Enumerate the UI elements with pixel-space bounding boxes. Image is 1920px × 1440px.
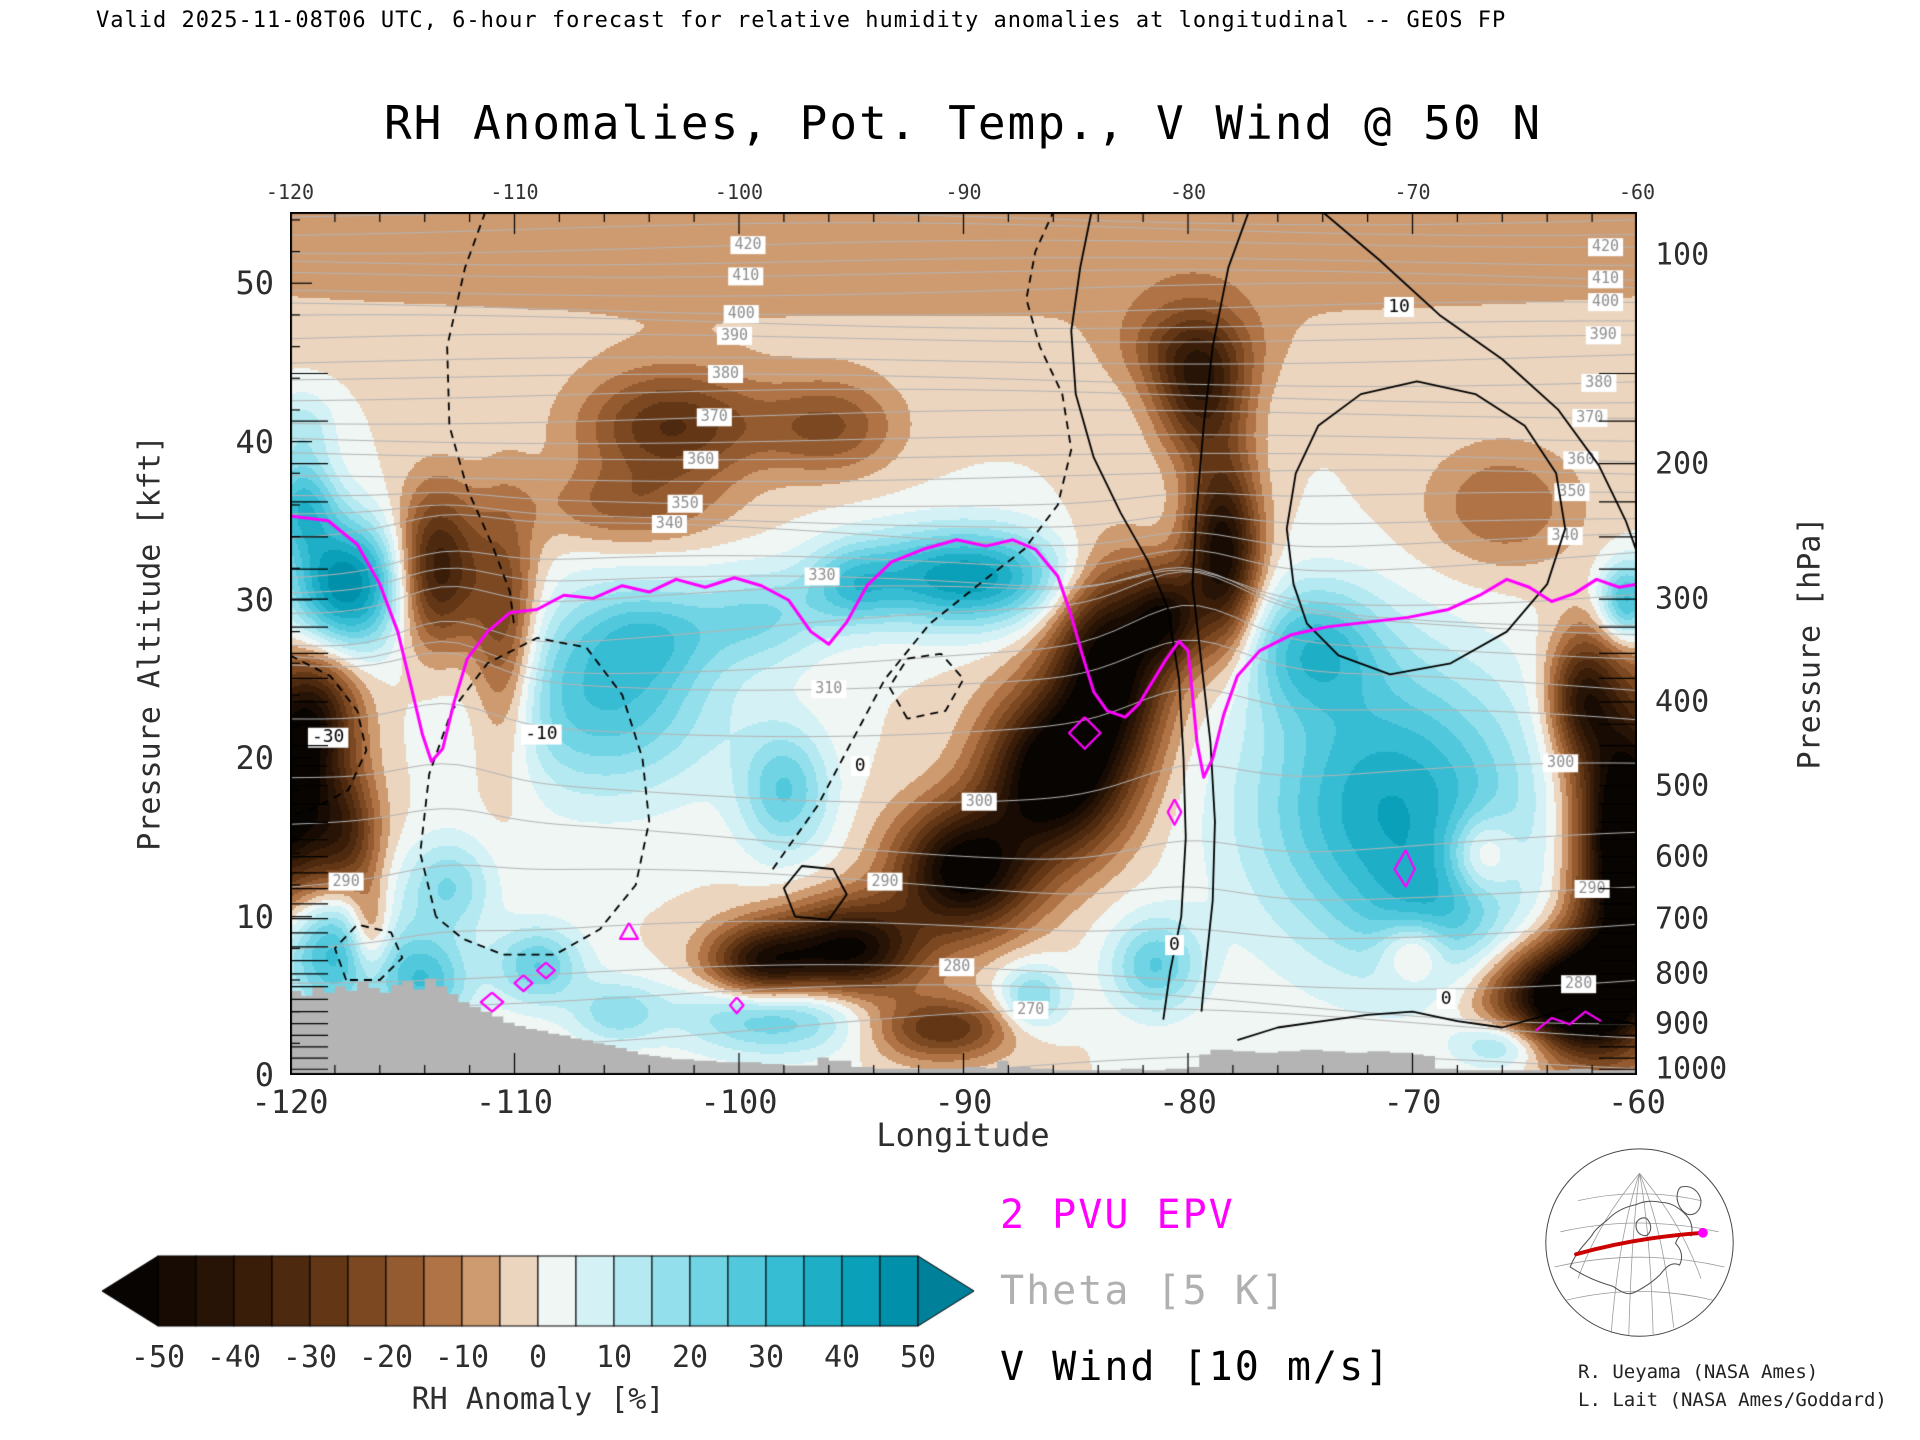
legend: 2 PVU EPV Theta [5 K] V Wind [10 m/s]: [1000, 1192, 1391, 1420]
x-axis-top-tick-label: -110: [490, 180, 539, 204]
valid-time-header: Valid 2025-11-08T06 UTC, 6-hour forecast…: [96, 8, 1507, 33]
chart-title: RH Anomalies, Pot. Temp., V Wind @ 50 N: [383, 96, 1543, 150]
right-axis-tick-label: 600: [1655, 839, 1710, 875]
right-axis-tick-label: 100: [1655, 237, 1710, 273]
colorbar-tick-label: 40: [823, 1340, 861, 1375]
left-axis-title: Pressure Altitude [kft]: [132, 435, 168, 851]
left-axis-tick-label: 30: [235, 580, 274, 619]
credit-line-1: R. Ueyama (NASA Ames): [1578, 1361, 1819, 1383]
plot-area: [290, 212, 1637, 1075]
legend-theta-label: Theta [5 K]: [1000, 1268, 1287, 1314]
colorbar-tick-label: -40: [206, 1340, 262, 1375]
cross-section-canvas: [290, 212, 1637, 1075]
colorbar-tick-label: -30: [282, 1340, 338, 1375]
colorbar-tick-label: 30: [747, 1340, 785, 1375]
colorbar-title: RH Anomaly [%]: [411, 1382, 665, 1417]
x-axis-top-tick-label: -100: [714, 180, 764, 204]
colorbar-tick-label: -50: [130, 1340, 186, 1375]
cross-section-end-dot: [1698, 1227, 1708, 1238]
colorbar-tick-label: 50: [899, 1340, 937, 1375]
legend-pvu-label: 2 PVU EPV: [1000, 1192, 1235, 1238]
globe-coastlines: [1569, 1185, 1702, 1295]
right-axis-tick-label: 500: [1655, 768, 1710, 804]
colorbar-tick-label: -10: [434, 1340, 490, 1375]
right-axis-tick-label: 800: [1655, 956, 1710, 992]
colorbar-tick-label: 0: [528, 1340, 548, 1375]
colorbar-canvas: [98, 1252, 978, 1330]
right-axis-tick-label: 300: [1655, 581, 1710, 617]
x-axis-bottom-tick-label: -100: [700, 1083, 778, 1121]
colorbar-tick-label: -20: [358, 1340, 414, 1375]
x-axis-top-tick-label: -70: [1394, 180, 1431, 204]
x-axis-top-tick-label: -90: [945, 180, 982, 204]
left-axis-tick-label: 0: [254, 1056, 274, 1094]
colorbar-tick-label: 20: [671, 1340, 709, 1375]
x-axis-bottom-tick-label: -90: [934, 1083, 993, 1121]
left-axis-tick-label: 40: [235, 422, 274, 461]
right-axis-tick-label: 400: [1655, 684, 1710, 720]
x-axis-bottom-tick-label: -110: [475, 1083, 554, 1121]
x-axis-bottom-tick-label: -60: [1608, 1083, 1666, 1121]
right-axis-title: Pressure [hPa]: [1792, 516, 1828, 770]
colorbar: -50 -40 -30 -20 -10 0 10 20 30 40 50 RH Anomaly [%…: [98, 1252, 978, 1422]
x-axis-bottom-tick-label: -80: [1159, 1083, 1217, 1121]
colorbar-tick-label: 10: [595, 1340, 633, 1375]
x-axis-bottom-tick-label: -120: [251, 1083, 329, 1121]
globe-outline: [1545, 1148, 1734, 1337]
x-axis-top-tick-label: -80: [1169, 180, 1207, 204]
right-axis-tick-label: 700: [1655, 901, 1710, 937]
left-axis-tick-label: 10: [235, 897, 274, 936]
x-axis-bottom-tick-label: -70: [1383, 1083, 1442, 1121]
x-axis-title: Longitude: [876, 1116, 1050, 1154]
right-axis-tick-label: 1000: [1655, 1051, 1728, 1087]
legend-vwind-label: V Wind [10 m/s]: [1000, 1344, 1392, 1390]
right-axis-tick-label: 200: [1655, 446, 1710, 482]
x-axis-top-tick-label: -60: [1618, 180, 1656, 204]
globe-graticule: [1554, 1172, 1725, 1336]
x-axis-top-tick-label: -120: [265, 180, 315, 204]
right-axis-tick-label: 900: [1655, 1006, 1710, 1042]
credit-line-2: L. Lait (NASA Ames/Goddard): [1578, 1389, 1887, 1411]
left-axis-tick-label: 20: [235, 739, 274, 778]
credits: R. Ueyama (NASA Ames) L. Lait (NASA Ames…: [1578, 1358, 1887, 1414]
left-axis-tick-label: 50: [235, 264, 274, 303]
cross-section-latitude-line: [1574, 1230, 1705, 1257]
inset-globe-map: [1545, 1148, 1734, 1337]
